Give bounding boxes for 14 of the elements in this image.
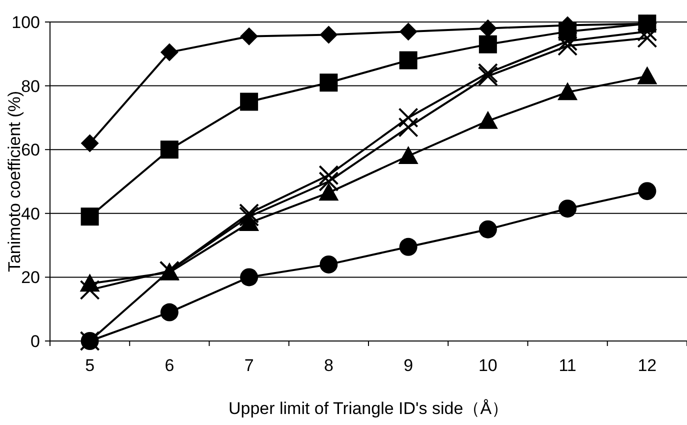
x-tick-label: 5 [85,356,95,375]
x-tick-label: 11 [558,356,576,375]
y-tick-label: 40 [21,204,40,224]
y-tick-label: 0 [30,332,40,351]
y-tick-label: 60 [21,140,40,160]
x-tick-label: 12 [638,356,657,375]
x-axis-title: Upper limit of Triangle ID's side（Å） [228,399,509,418]
y-tick-label: 20 [21,268,40,288]
x-tick-label: 10 [478,356,498,375]
y-tick-label: 100 [12,13,40,32]
x-tick-label: 6 [164,356,174,375]
x-tick-label: 9 [404,356,414,375]
x-tick-label: 7 [244,356,254,375]
x-tick-label: 8 [324,356,334,375]
